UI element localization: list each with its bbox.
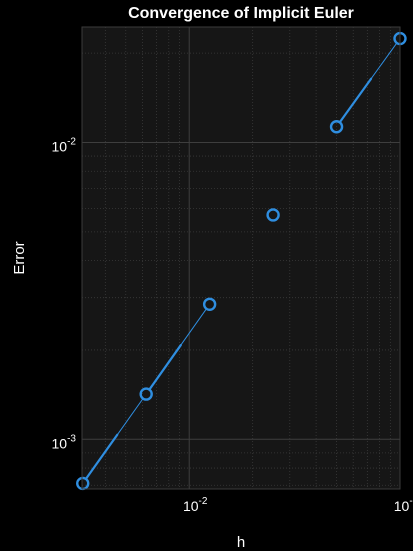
- tick-label-exponent: -2: [199, 496, 208, 507]
- data-point-marker: [202, 297, 217, 311]
- data-point-marker: [266, 208, 280, 222]
- tick-label-base: 10: [183, 498, 199, 514]
- tick-label-base: 10: [52, 435, 68, 451]
- tick-label: 10-2: [183, 496, 208, 514]
- tick-label: 10-2: [52, 137, 77, 155]
- plot-frame: [81, 26, 401, 490]
- tick-label-exponent: -3: [67, 433, 76, 444]
- tick-label-exponent: -1: [409, 496, 413, 507]
- series-line-segment: [180, 308, 207, 346]
- data-point-marker: [329, 120, 344, 134]
- tick-label: 10-3: [52, 433, 77, 451]
- tick-label-base: 10: [394, 498, 410, 514]
- series-line-segment: [116, 398, 144, 436]
- chart-title: Convergence of Implicit Euler: [128, 5, 354, 22]
- x-axis-label: h: [237, 534, 245, 551]
- tick-label: 10-1: [394, 496, 413, 514]
- y-axis-label: Error: [11, 241, 28, 274]
- series-line-segment: [85, 433, 119, 480]
- plot-area: [82, 27, 400, 489]
- series-line-segment: [338, 77, 373, 123]
- tick-label-exponent: -2: [67, 137, 76, 148]
- series-lines: [85, 42, 397, 480]
- tick-label-base: 10: [52, 139, 68, 155]
- series-line-segment: [148, 344, 182, 391]
- data-point-marker: [139, 387, 153, 401]
- tick-labels: 10-210-110-310-2: [52, 137, 413, 514]
- series-line-segment: [370, 42, 397, 80]
